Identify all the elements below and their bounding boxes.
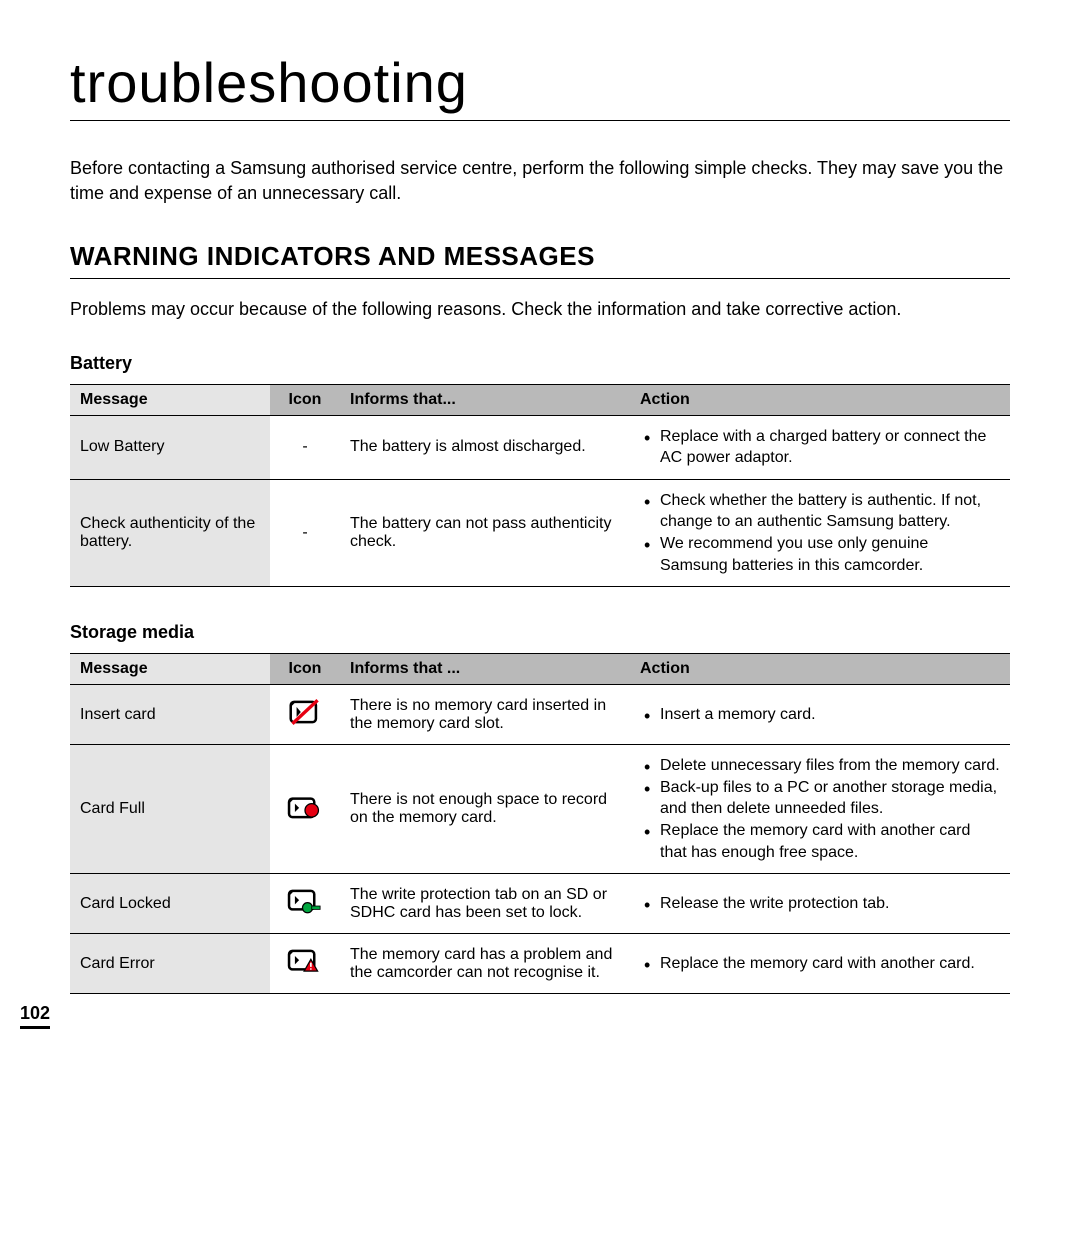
col-header-action: Action bbox=[630, 654, 1010, 685]
cell-informs: There is no memory card inserted in the … bbox=[340, 685, 630, 745]
cell-message: Check authenticity of the battery. bbox=[70, 479, 270, 586]
col-header-informs: Informs that... bbox=[340, 384, 630, 415]
cell-action: Delete unnecessary files from the memory… bbox=[630, 745, 1010, 874]
cell-action: Replace with a charged battery or connec… bbox=[630, 415, 1010, 479]
cell-icon bbox=[270, 874, 340, 934]
col-header-message: Message bbox=[70, 654, 270, 685]
cell-action: Release the write protection tab. bbox=[630, 874, 1010, 934]
table-label-storage: Storage media bbox=[70, 622, 1010, 643]
cell-action: Check whether the battery is authentic. … bbox=[630, 479, 1010, 586]
cell-message: Card Full bbox=[70, 745, 270, 874]
col-header-action: Action bbox=[630, 384, 1010, 415]
cell-icon: - bbox=[270, 479, 340, 586]
cell-informs: The memory card has a problem and the ca… bbox=[340, 934, 630, 994]
col-header-icon: Icon bbox=[270, 384, 340, 415]
card-full-icon bbox=[284, 790, 326, 824]
no-card-icon bbox=[284, 695, 326, 729]
section-heading: WARNING INDICATORS AND MESSAGES bbox=[70, 241, 1010, 279]
cell-message: Low Battery bbox=[70, 415, 270, 479]
action-item: Replace the memory card with another car… bbox=[640, 953, 1000, 975]
cell-informs: The battery can not pass authenticity ch… bbox=[340, 479, 630, 586]
battery-table: Message Icon Informs that... Action Low … bbox=[70, 384, 1010, 588]
table-row: Insert card There is no memory card inse… bbox=[70, 685, 1010, 745]
intro-paragraph: Before contacting a Samsung authorised s… bbox=[70, 156, 1010, 206]
page-number: 102 bbox=[20, 1003, 50, 1029]
table-row: Check authenticity of the battery. - The… bbox=[70, 479, 1010, 586]
col-header-icon: Icon bbox=[270, 654, 340, 685]
action-item: Release the write protection tab. bbox=[640, 893, 1000, 915]
cell-icon: - bbox=[270, 415, 340, 479]
table-row: Card Full There is not enough space to r… bbox=[70, 745, 1010, 874]
cell-icon bbox=[270, 934, 340, 994]
action-item: Back-up files to a PC or another storage… bbox=[640, 777, 1000, 820]
table-row: Card Error The memory card has a problem… bbox=[70, 934, 1010, 994]
table-row: Low Battery - The battery is almost disc… bbox=[70, 415, 1010, 479]
storage-table: Message Icon Informs that ... Action Ins… bbox=[70, 653, 1010, 994]
cell-message: Card Error bbox=[70, 934, 270, 994]
cell-icon bbox=[270, 685, 340, 745]
section-intro: Problems may occur because of the follow… bbox=[70, 297, 1010, 322]
card-locked-icon bbox=[284, 884, 326, 918]
page-title: troubleshooting bbox=[70, 50, 1010, 121]
cell-action: Replace the memory card with another car… bbox=[630, 934, 1010, 994]
cell-message: Insert card bbox=[70, 685, 270, 745]
action-item: Replace the memory card with another car… bbox=[640, 820, 1000, 863]
cell-informs: There is not enough space to record on t… bbox=[340, 745, 630, 874]
cell-informs: The battery is almost discharged. bbox=[340, 415, 630, 479]
col-header-informs: Informs that ... bbox=[340, 654, 630, 685]
cell-action: Insert a memory card. bbox=[630, 685, 1010, 745]
col-header-message: Message bbox=[70, 384, 270, 415]
cell-icon bbox=[270, 745, 340, 874]
action-item: Delete unnecessary files from the memory… bbox=[640, 755, 1000, 777]
table-label-battery: Battery bbox=[70, 353, 1010, 374]
action-item: Replace with a charged battery or connec… bbox=[640, 426, 1000, 469]
action-item: We recommend you use only genuine Samsun… bbox=[640, 533, 1000, 576]
action-item: Check whether the battery is authentic. … bbox=[640, 490, 1000, 533]
action-item: Insert a memory card. bbox=[640, 704, 1000, 726]
cell-message: Card Locked bbox=[70, 874, 270, 934]
table-row: Card Locked The write protection tab on … bbox=[70, 874, 1010, 934]
cell-informs: The write protection tab on an SD or SDH… bbox=[340, 874, 630, 934]
card-error-icon bbox=[284, 944, 326, 978]
